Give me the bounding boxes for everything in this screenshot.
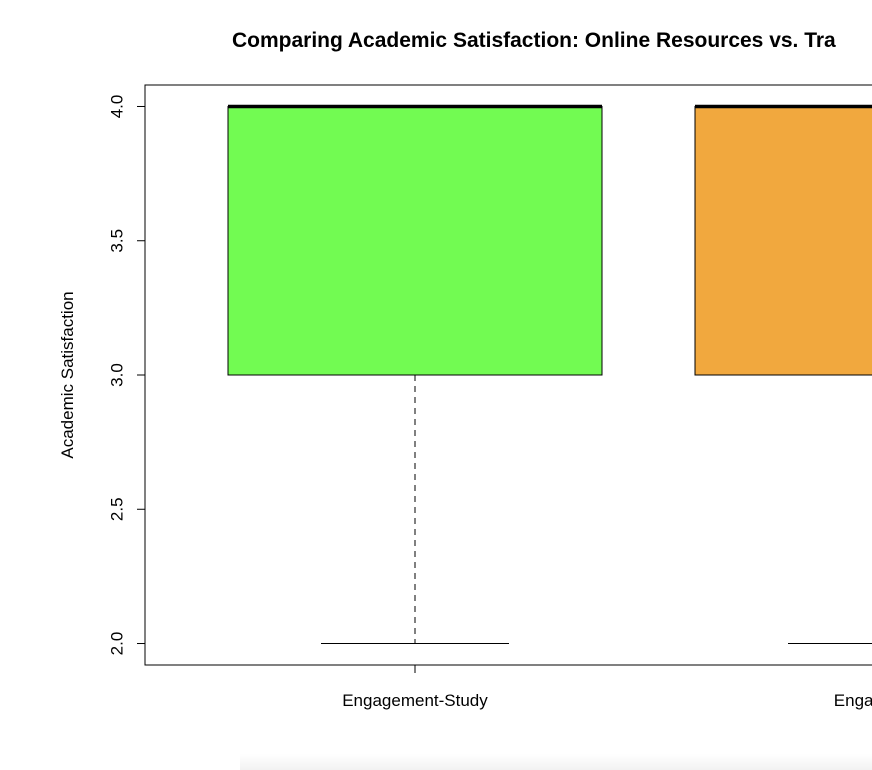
chart-title: Comparing Academic Satisfaction: Online … xyxy=(232,29,836,52)
y-axis-label: Academic Satisfaction xyxy=(58,291,77,458)
y-tick-label: 2.0 xyxy=(107,632,126,656)
plot-area: 2.0 2.5 3.0 3.5 4.0 Engagement-Study Engagemen… xyxy=(107,84,872,710)
x-category-label: Engagement xyxy=(834,691,872,710)
y-tick-label: 2.5 xyxy=(107,497,126,521)
y-tick-label: 3.5 xyxy=(107,229,126,253)
box-1 xyxy=(227,105,603,376)
bottom-shade xyxy=(240,754,872,770)
x-category-label: Engagement-Study xyxy=(342,691,488,710)
y-tick-label: 4.0 xyxy=(107,95,126,119)
box-2 xyxy=(694,105,872,376)
y-tick-label: 3.0 xyxy=(107,363,126,387)
